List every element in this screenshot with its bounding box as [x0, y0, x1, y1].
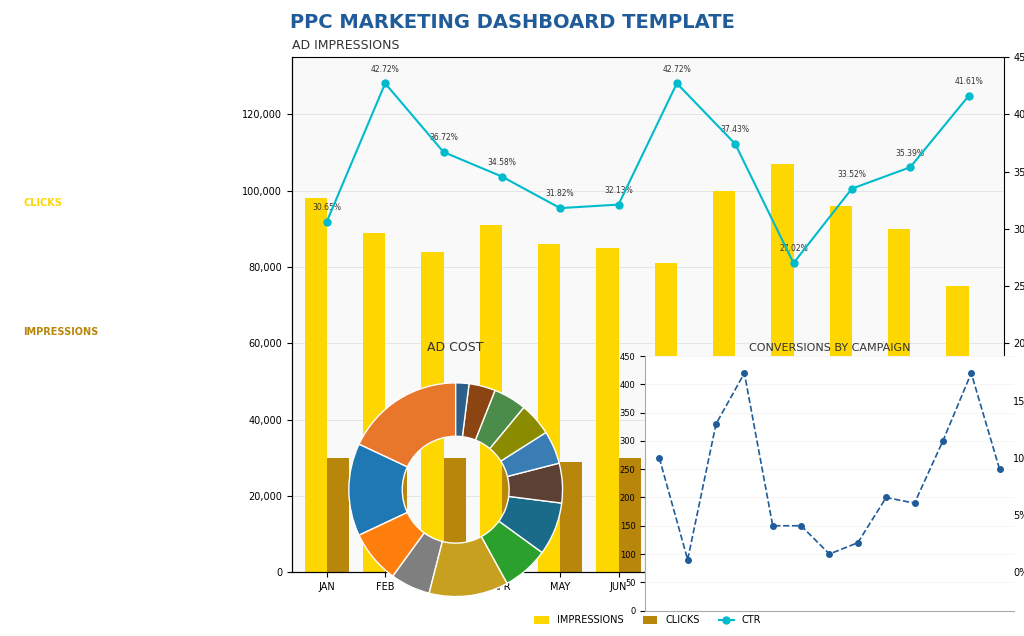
- CTR: [496, 173, 508, 181]
- Text: $1.27: $1.27: [109, 556, 173, 576]
- Wedge shape: [463, 384, 495, 440]
- Text: PPC MARKETING DASHBOARD TEMPLATE: PPC MARKETING DASHBOARD TEMPLATE: [290, 13, 734, 32]
- Wedge shape: [393, 533, 442, 593]
- Text: 36.72%: 36.72%: [429, 134, 458, 142]
- Wedge shape: [349, 444, 408, 536]
- Text: $493,269: $493,269: [88, 114, 194, 135]
- Text: COST PER CONVERSION: COST PER CONVERSION: [24, 383, 153, 393]
- Text: 388,387: 388,387: [95, 243, 186, 263]
- Text: $148.08: $148.08: [95, 427, 186, 448]
- Wedge shape: [501, 432, 559, 476]
- Text: 42.72%: 42.72%: [371, 65, 399, 74]
- Text: 1,103,845: 1,103,845: [84, 371, 198, 392]
- Bar: [794, 462, 816, 572]
- Bar: [969, 458, 990, 572]
- CTR: [379, 80, 391, 87]
- Bar: [421, 252, 443, 572]
- Text: 41.61%: 41.61%: [954, 78, 983, 86]
- Bar: [385, 427, 408, 572]
- Bar: [713, 191, 735, 572]
- Text: click thru rate: click thru rate: [88, 458, 142, 467]
- Bar: [735, 427, 758, 572]
- Bar: [560, 462, 583, 572]
- Bar: [888, 229, 910, 572]
- Wedge shape: [456, 383, 469, 437]
- Bar: [443, 458, 466, 572]
- Text: 33.52%: 33.52%: [838, 170, 866, 179]
- CTR: [846, 185, 858, 193]
- Wedge shape: [481, 521, 542, 583]
- Wedge shape: [499, 497, 562, 553]
- Text: CPC: CPC: [24, 514, 45, 524]
- Wedge shape: [359, 513, 424, 576]
- CTR: [963, 92, 975, 100]
- Bar: [654, 263, 677, 572]
- Text: AD IMPRESSIONS: AD IMPRESSIONS: [292, 39, 399, 52]
- Text: 31.82%: 31.82%: [546, 190, 574, 198]
- Text: CTR: CTR: [24, 458, 45, 468]
- Text: 35.18%: 35.18%: [98, 500, 183, 520]
- Wedge shape: [489, 408, 546, 461]
- Bar: [362, 233, 385, 572]
- Bar: [596, 248, 618, 572]
- Title: CONVERSIONS BY CAMPAIGN: CONVERSIONS BY CAMPAIGN: [749, 343, 910, 352]
- Text: 35.39%: 35.39%: [896, 149, 925, 158]
- Bar: [502, 454, 524, 572]
- CTR: [787, 259, 800, 267]
- Bar: [305, 198, 327, 572]
- CTR: [904, 163, 916, 171]
- Line: CTR: CTR: [324, 80, 972, 266]
- CTR: [554, 204, 566, 212]
- CTR: [612, 201, 625, 209]
- Wedge shape: [475, 391, 524, 448]
- Text: 34.58%: 34.58%: [487, 158, 516, 167]
- Bar: [538, 244, 560, 572]
- Bar: [327, 458, 349, 572]
- Bar: [852, 446, 874, 572]
- CTR: [729, 140, 741, 148]
- Bar: [618, 458, 641, 572]
- Bar: [946, 286, 969, 572]
- Text: cost per click: cost per click: [88, 514, 135, 520]
- CTR: [437, 148, 450, 156]
- Text: 30.65%: 30.65%: [312, 203, 341, 212]
- Text: AD COST: AD COST: [24, 70, 72, 80]
- Title: AD COST: AD COST: [427, 341, 484, 354]
- Text: 42.72%: 42.72%: [663, 65, 691, 74]
- Text: 3,331: 3,331: [109, 299, 173, 319]
- Bar: [771, 164, 794, 572]
- Text: 37.43%: 37.43%: [721, 125, 750, 134]
- Text: 32.13%: 32.13%: [604, 186, 633, 195]
- Text: CONVERSIONS: CONVERSIONS: [24, 254, 102, 265]
- Text: 27.02%: 27.02%: [779, 244, 808, 253]
- Wedge shape: [359, 383, 456, 467]
- Bar: [829, 206, 852, 572]
- Wedge shape: [508, 463, 562, 503]
- Text: CLICKS: CLICKS: [24, 198, 62, 209]
- Wedge shape: [429, 537, 507, 597]
- CTR: [321, 218, 333, 225]
- Bar: [479, 225, 502, 572]
- Text: IMPRESSIONS: IMPRESSIONS: [24, 327, 98, 337]
- CTR: [671, 80, 683, 87]
- Bar: [910, 454, 933, 572]
- Legend: IMPRESSIONS, CLICKS, CTR: IMPRESSIONS, CLICKS, CTR: [530, 612, 765, 630]
- Bar: [677, 443, 699, 572]
